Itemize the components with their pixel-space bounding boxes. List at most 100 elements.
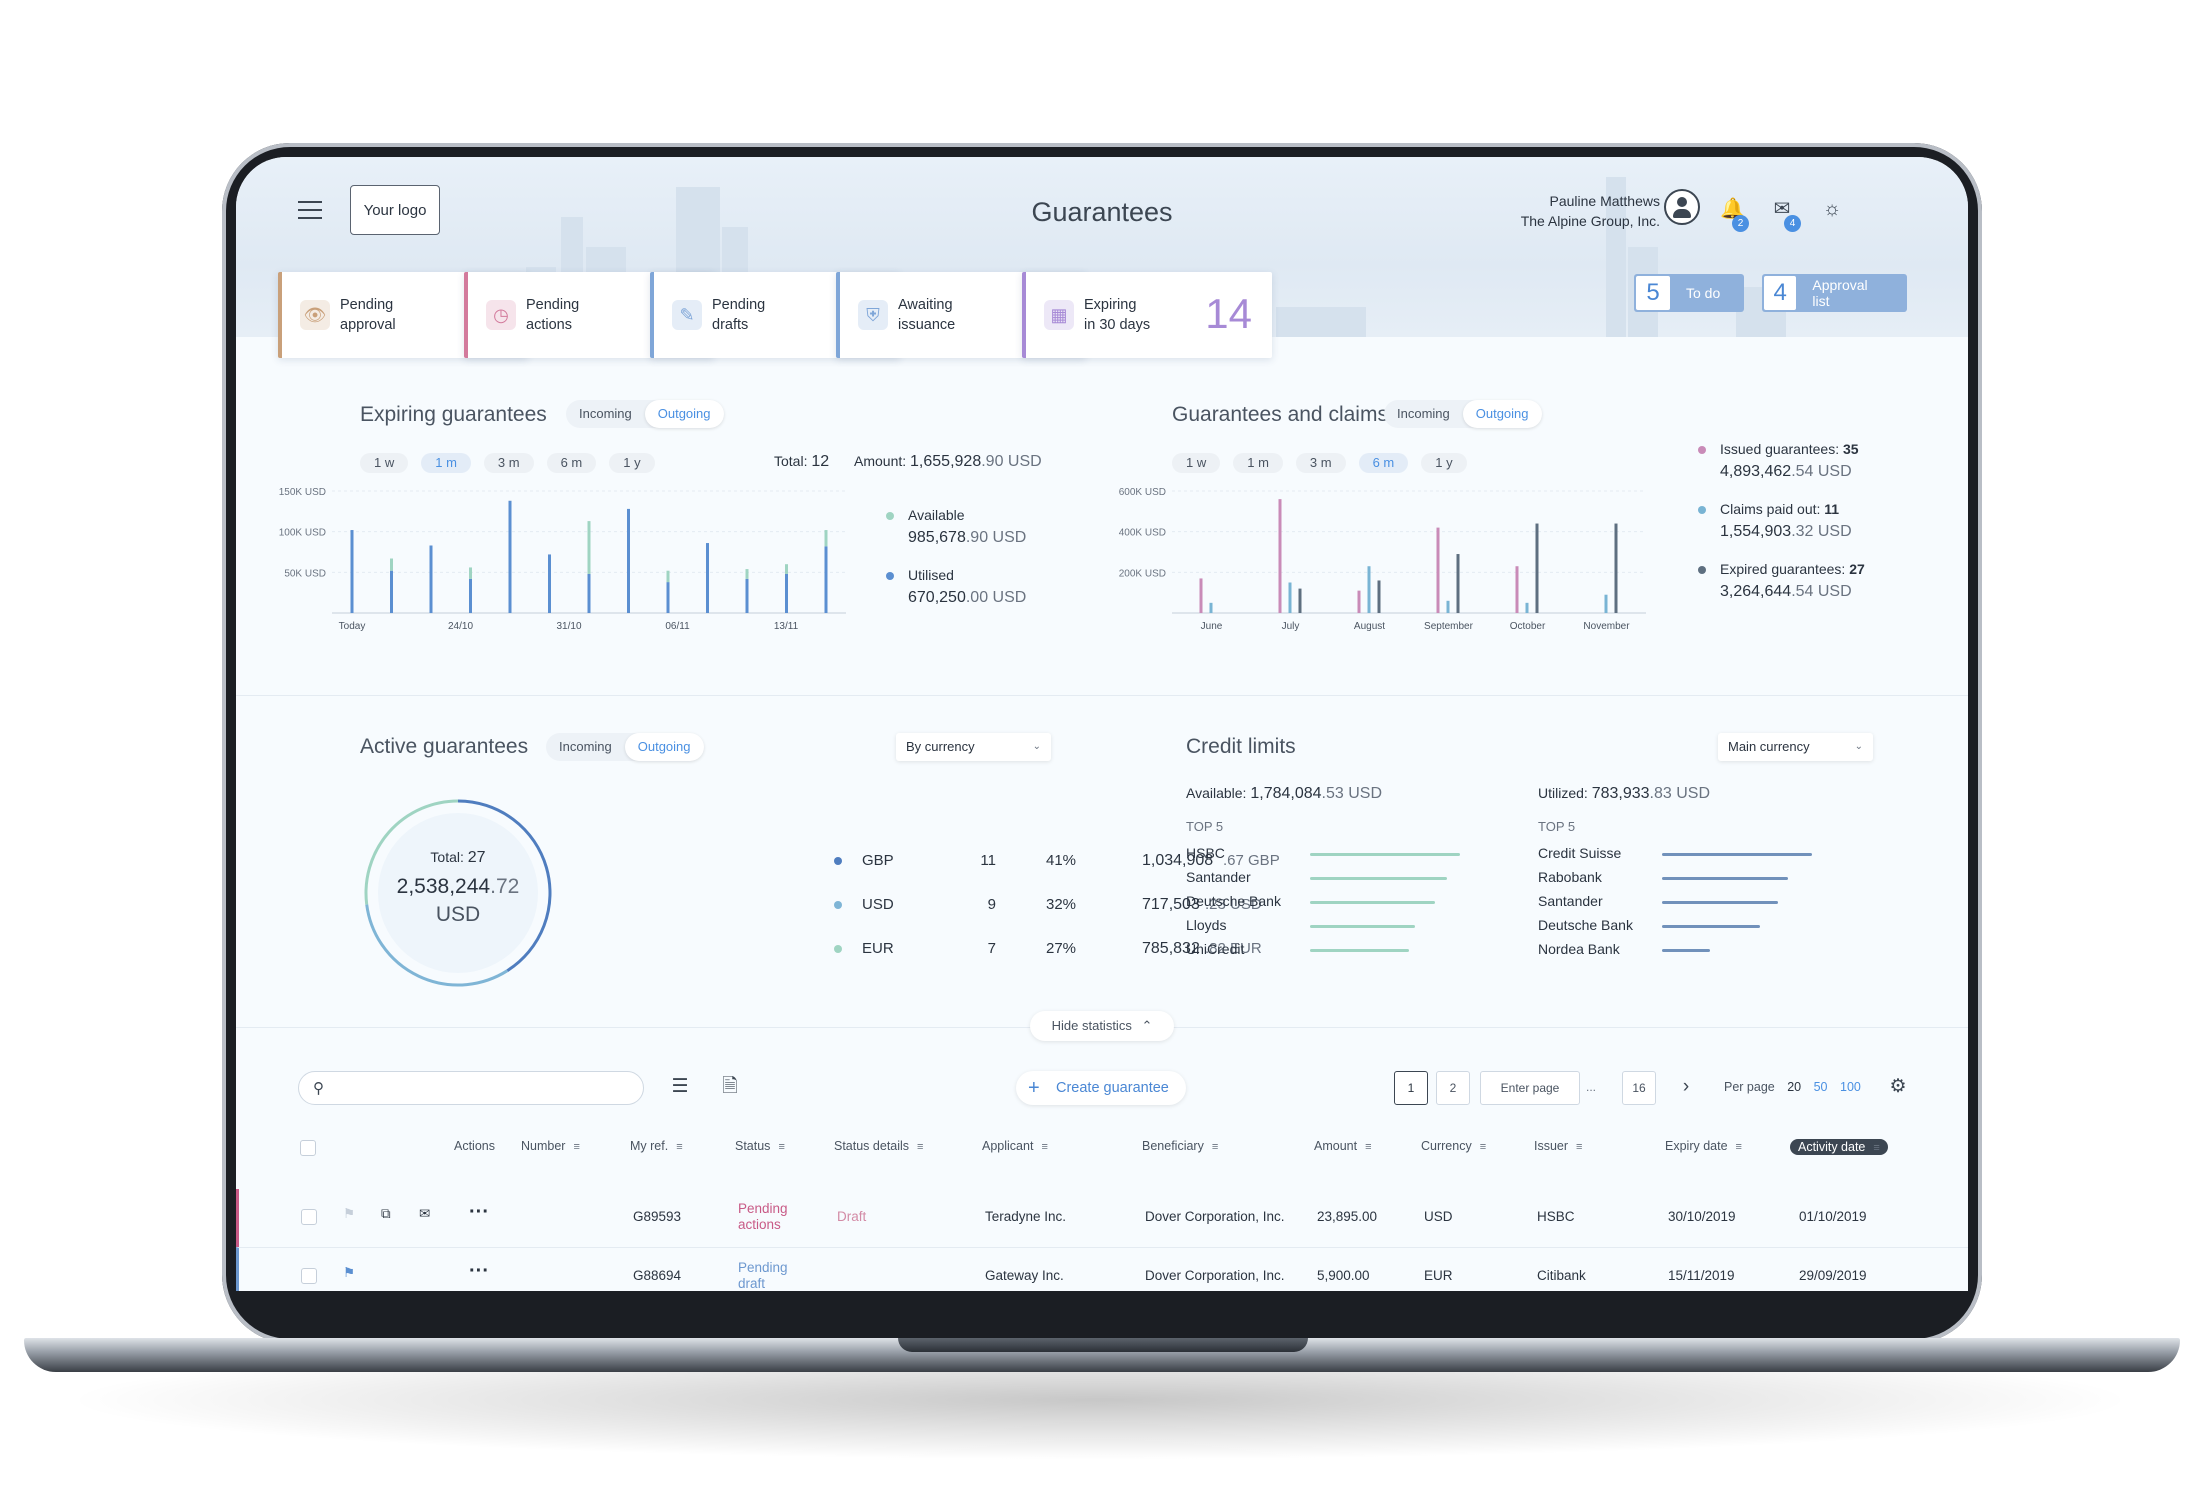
period-1m[interactable]: 1 m	[1233, 453, 1283, 473]
column-header-label: Status	[735, 1139, 771, 1153]
column-header-status-details[interactable]: Status details ≡	[834, 1139, 923, 1153]
column-header-number[interactable]: Number ≡	[521, 1139, 580, 1153]
currency-percent: 32%	[1046, 896, 1077, 913]
hide-statistics-button[interactable]: Hide statistics ⌃	[1030, 1011, 1174, 1041]
cell-status[interactable]: Pending actions	[738, 1201, 788, 1233]
legend-dot-issued	[1698, 446, 1706, 455]
filter-icon[interactable]: ≡	[778, 1141, 785, 1153]
column-header-expiry-date[interactable]: Expiry date ≡	[1665, 1139, 1742, 1153]
filter-icon[interactable]: ≡	[1365, 1141, 1372, 1153]
column-header-status[interactable]: Status ≡	[735, 1139, 785, 1153]
filter-icon[interactable]: ≡	[1211, 1141, 1219, 1153]
avatar-icon[interactable]	[1664, 189, 1700, 225]
column-header-activity-date[interactable]: Activity date ≡	[1790, 1139, 1888, 1155]
column-header-issuer[interactable]: Issuer ≡	[1534, 1139, 1582, 1153]
period-1m[interactable]: 1 m	[421, 453, 471, 473]
column-header-my-ref-[interactable]: My ref. ≡	[630, 1139, 683, 1153]
create-guarantee-button[interactable]: + Create guarantee	[1016, 1071, 1186, 1105]
mail-icon[interactable]: ✉	[419, 1206, 431, 1221]
theme-sun-icon[interactable]: ☼	[1822, 198, 1842, 220]
per-page-100[interactable]: 100	[1840, 1080, 1861, 1094]
y-tick-label: 200K USD	[1119, 568, 1166, 579]
column-header-applicant[interactable]: Applicant ≡	[982, 1139, 1048, 1153]
credit-bank-name: UniCredit	[1186, 941, 1245, 957]
export-icon[interactable]: 🗎	[722, 1076, 738, 1097]
tab-incoming[interactable]: Incoming	[1397, 406, 1450, 421]
row-checkbox[interactable]	[301, 1209, 317, 1225]
todo-button[interactable]: 5 To do	[1634, 274, 1744, 312]
claims-bar-chart: 600K USD 400K USD 200K USD June July August Se…	[1119, 487, 1646, 632]
currency-select[interactable]: By currency ⌄	[896, 733, 1051, 761]
flag-icon[interactable]: ⚑	[343, 1206, 356, 1221]
credit-bar	[1662, 901, 1778, 904]
period-1w[interactable]: 1 w	[1172, 453, 1221, 473]
row-checkbox[interactable]	[301, 1268, 317, 1284]
filter-icon[interactable]: ≡	[1873, 1142, 1880, 1154]
mail-icon[interactable]: ✉	[1773, 198, 1791, 220]
column-header-label: Issuer	[1534, 1139, 1569, 1153]
page-button-1[interactable]: 1	[1394, 1071, 1428, 1105]
credit-bar	[1310, 949, 1409, 952]
column-header-beneficiary[interactable]: Beneficiary ≡	[1142, 1139, 1218, 1153]
table-row[interactable]: ⚑ ··· G88694 Pending draft Gateway Inc. Dover …	[236, 1247, 1968, 1291]
bar-available	[666, 570, 670, 583]
copy-icon[interactable]: ⧉	[381, 1206, 391, 1221]
period-1w[interactable]: 1 w	[360, 453, 409, 473]
bar-claims-paid-out	[1367, 566, 1371, 613]
filter-icon[interactable]: ≡	[1041, 1141, 1048, 1153]
bar-claims-paid-out	[1525, 602, 1529, 613]
approval-list-button[interactable]: 4 Approval list	[1762, 274, 1907, 312]
menu-icon[interactable]	[298, 201, 322, 221]
main-currency-select[interactable]: Main currency ⌄	[1718, 733, 1873, 761]
select-all-checkbox[interactable]	[300, 1140, 316, 1156]
label-line-1: Expiring	[1084, 297, 1137, 313]
period-3m[interactable]: 3 m	[483, 453, 534, 473]
filter-icon[interactable]: ≡	[1576, 1141, 1583, 1153]
page-button-last[interactable]: 16	[1622, 1071, 1656, 1105]
period-1y[interactable]: 1 y	[1421, 453, 1467, 473]
table-row[interactable]: ⚑ ⧉ ✉ ··· G89593 Pending actions Draft Teradyne …	[236, 1189, 1968, 1247]
period-1y[interactable]: 1 y	[609, 453, 655, 473]
filter-icon[interactable]: ≡	[676, 1141, 683, 1153]
tab-incoming[interactable]: Incoming	[559, 739, 612, 754]
donut-amount-dec: .72	[490, 875, 520, 898]
currency-code: EUR	[862, 940, 894, 957]
expired-dec: .54 USD	[1791, 583, 1852, 600]
period-3m[interactable]: 3 m	[1295, 453, 1346, 473]
utilised-label: Utilised	[908, 567, 954, 583]
page-button-2[interactable]: 2	[1436, 1071, 1470, 1105]
tab-outgoing[interactable]: Outgoing	[624, 733, 704, 761]
bar-available	[824, 530, 828, 547]
currency-count: 9	[987, 896, 996, 913]
search-input[interactable]: ⚲	[298, 1071, 644, 1105]
tab-incoming[interactable]: Incoming	[579, 406, 632, 421]
column-header-amount[interactable]: Amount ≡	[1314, 1139, 1372, 1153]
settings-gear-icon[interactable]: ⚙	[1889, 1076, 1907, 1097]
filter-icon[interactable]: ≡	[573, 1141, 580, 1153]
column-header-currency[interactable]: Currency ≡	[1421, 1139, 1486, 1153]
tab-outgoing[interactable]: Outgoing	[1462, 400, 1542, 428]
per-page-50[interactable]: 50	[1813, 1080, 1828, 1094]
calendar-icon: ▦	[1044, 300, 1074, 330]
x-tick-label: October	[1510, 621, 1546, 632]
enter-page-input[interactable]: Enter page	[1480, 1071, 1580, 1105]
per-page-20[interactable]: 20	[1787, 1080, 1802, 1094]
period-6m[interactable]: 6 m	[1358, 453, 1409, 473]
user-info[interactable]: Pauline Matthews The Alpine Group, Inc.	[1521, 191, 1660, 231]
filter-icon[interactable]: ≡	[917, 1141, 924, 1153]
bar-utilised	[390, 570, 393, 613]
more-actions-icon[interactable]: ···	[469, 1260, 489, 1282]
filter-icon[interactable]: ☰	[671, 1076, 689, 1097]
bell-icon[interactable]: 🔔	[1720, 198, 1745, 220]
legend-dot-available	[886, 512, 894, 521]
column-header-actions[interactable]: Actions	[454, 1139, 495, 1153]
chevron-right-icon[interactable]: ›	[1682, 1076, 1690, 1097]
period-6m[interactable]: 6 m	[546, 453, 597, 473]
status-card-4[interactable]: ▦ Expiring in 30 days 14	[1022, 272, 1272, 358]
cell-status[interactable]: Pending draft	[738, 1260, 788, 1291]
filter-icon[interactable]: ≡	[1479, 1141, 1487, 1153]
tab-outgoing[interactable]: Outgoing	[644, 400, 724, 428]
filter-icon[interactable]: ≡	[1735, 1141, 1742, 1153]
more-actions-icon[interactable]: ···	[469, 1201, 489, 1223]
flag-icon[interactable]: ⚑	[343, 1265, 356, 1280]
